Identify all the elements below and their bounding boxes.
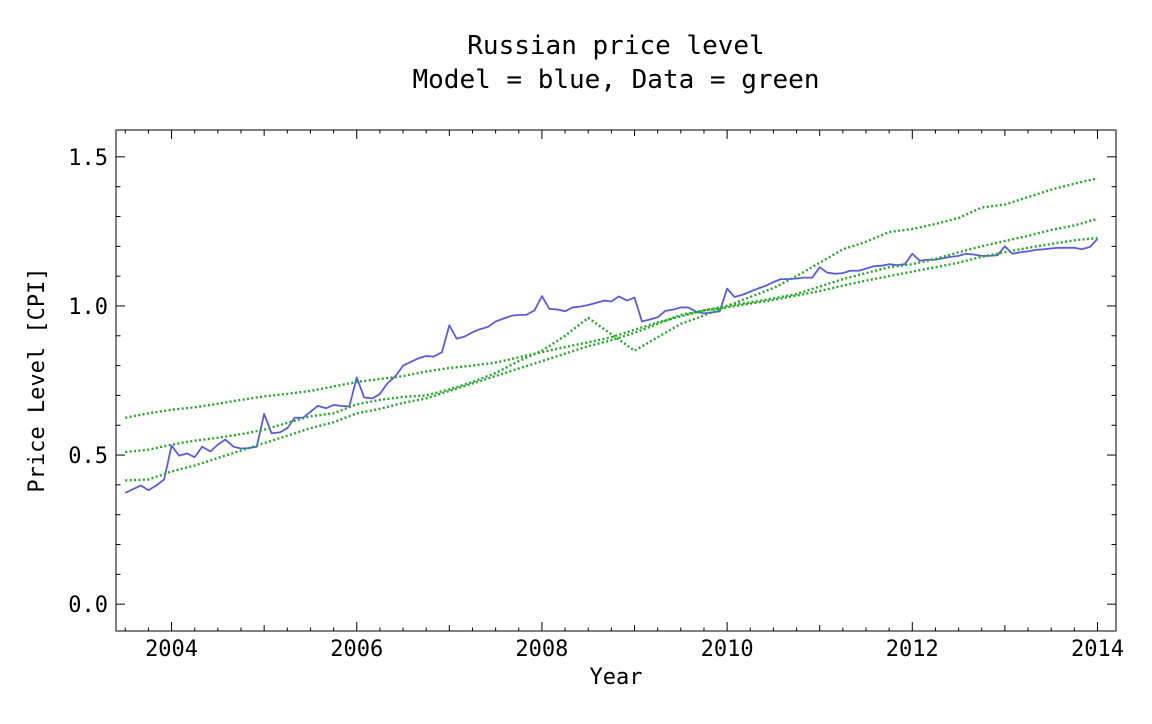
data-series-line-2	[125, 217, 1098, 454]
x-axis-label: Year	[590, 665, 643, 690]
y-tick-label: 0.5	[68, 444, 108, 469]
x-tick-label: 2008	[515, 637, 568, 662]
plot-frame	[115, 129, 1117, 632]
model-series-line	[124, 238, 1099, 494]
y-tick-label: 1.5	[68, 146, 108, 171]
data-series-line-1	[125, 177, 1098, 419]
x-tick-label: 2010	[701, 637, 754, 662]
y-tick-label: 1.0	[68, 295, 108, 320]
chart-subtitle: Model = blue, Data = green	[413, 65, 820, 95]
chart-title: Russian price level	[467, 31, 764, 61]
x-tick-label: 2004	[145, 637, 198, 662]
series-layer	[124, 177, 1099, 494]
x-tick-label: 2014	[1071, 637, 1124, 662]
plot-frame-rect	[115, 129, 1117, 632]
y-axis-label: Price Level [CPI]	[25, 267, 50, 492]
y-tick-label: 0.0	[68, 593, 108, 618]
data-series-line-3	[125, 236, 1098, 482]
x-tick-label: 2006	[330, 637, 383, 662]
x-tick-label: 2012	[886, 637, 939, 662]
axis-ticks: 2004 2006 2008 2010 2012 2014 0.0 0.5 1.0 1.5	[68, 130, 1124, 662]
